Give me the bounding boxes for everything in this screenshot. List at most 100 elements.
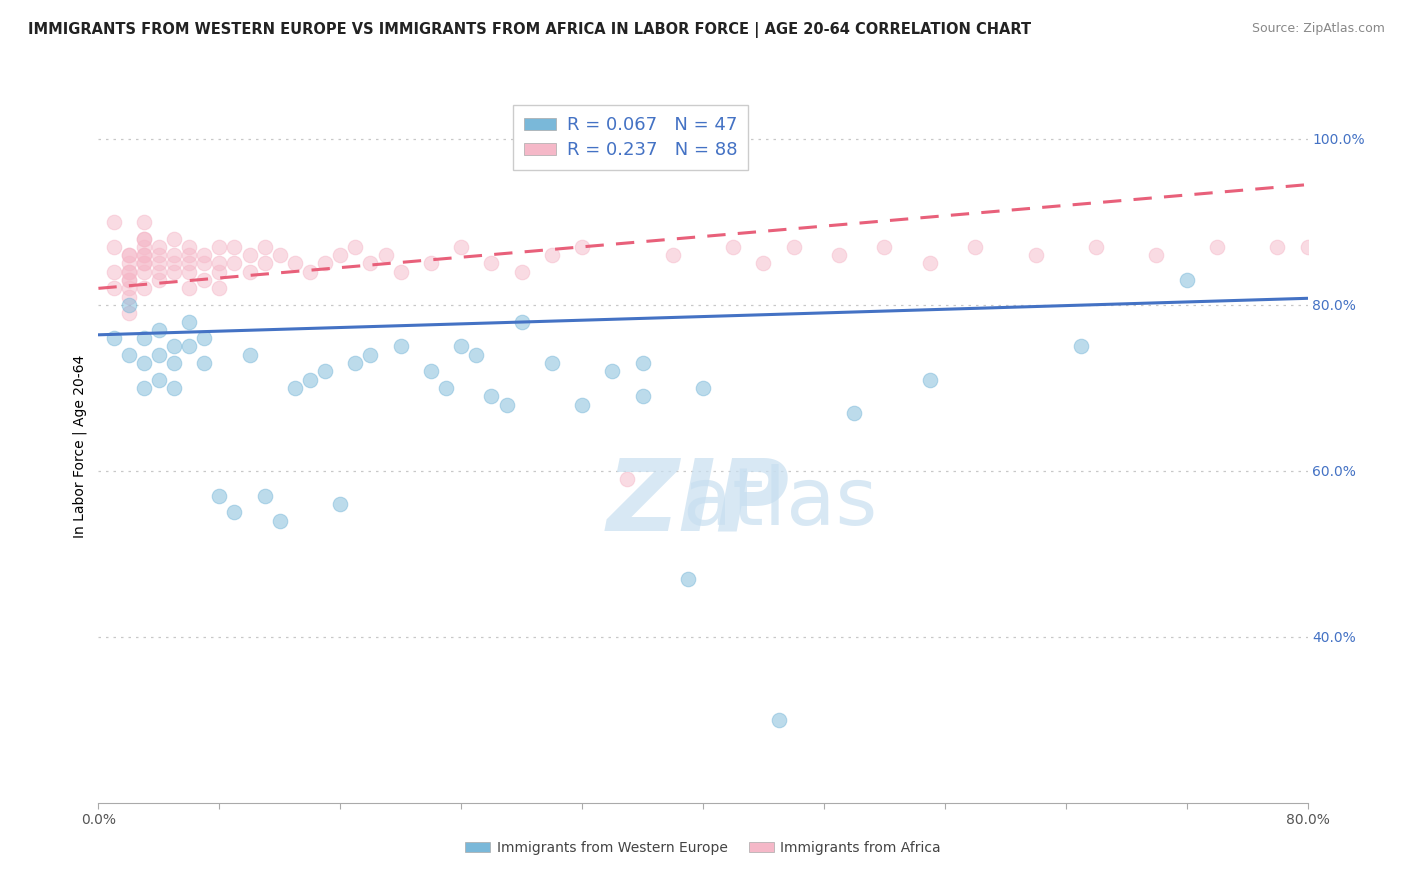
Point xyxy=(420,256,443,270)
Point xyxy=(420,364,443,378)
Point xyxy=(118,281,141,295)
Point xyxy=(481,389,503,403)
Point xyxy=(132,265,155,279)
Point xyxy=(495,397,517,411)
Text: atlas: atlas xyxy=(606,464,877,542)
Point xyxy=(163,231,186,245)
Point xyxy=(269,248,291,262)
Point xyxy=(132,381,155,395)
Point xyxy=(1296,240,1319,254)
Point xyxy=(918,373,941,387)
Point xyxy=(179,281,201,295)
Point xyxy=(193,256,215,270)
Point xyxy=(148,348,170,362)
Point xyxy=(132,248,155,262)
Point xyxy=(118,298,141,312)
Point xyxy=(208,256,231,270)
Point xyxy=(132,240,155,254)
Point xyxy=(103,331,125,345)
Point xyxy=(179,265,201,279)
Point xyxy=(450,240,472,254)
Point xyxy=(118,348,141,362)
Y-axis label: In Labor Force | Age 20-64: In Labor Force | Age 20-64 xyxy=(73,354,87,538)
Point xyxy=(132,256,155,270)
Point xyxy=(193,356,215,370)
Point xyxy=(965,240,987,254)
Point xyxy=(103,281,125,295)
Point xyxy=(163,265,186,279)
Point xyxy=(148,273,170,287)
Point xyxy=(284,381,307,395)
Point xyxy=(314,364,336,378)
Point xyxy=(450,339,472,353)
Point xyxy=(132,281,155,295)
Point xyxy=(299,265,322,279)
Point xyxy=(510,265,533,279)
Point xyxy=(1175,273,1198,287)
Point xyxy=(118,256,141,270)
Point xyxy=(540,248,562,262)
Point xyxy=(148,265,170,279)
Point xyxy=(360,256,382,270)
Point xyxy=(163,256,186,270)
Point xyxy=(163,356,186,370)
Point xyxy=(873,240,896,254)
Point xyxy=(1386,240,1406,254)
Point xyxy=(224,505,246,519)
Point xyxy=(374,248,396,262)
Point xyxy=(1267,240,1289,254)
Point xyxy=(692,381,714,395)
Point xyxy=(676,572,699,586)
Point xyxy=(299,373,322,387)
Point xyxy=(631,389,654,403)
Point xyxy=(132,256,155,270)
Point xyxy=(465,348,488,362)
Point xyxy=(224,240,246,254)
Point xyxy=(389,339,412,353)
Point xyxy=(1085,240,1108,254)
Point xyxy=(329,248,352,262)
Point xyxy=(253,240,276,254)
Point xyxy=(1024,248,1046,262)
Point xyxy=(481,256,503,270)
Point xyxy=(118,290,141,304)
Point xyxy=(193,248,215,262)
Point xyxy=(118,273,141,287)
Point xyxy=(103,215,125,229)
Point xyxy=(148,248,170,262)
Point xyxy=(163,339,186,353)
Point xyxy=(1327,240,1350,254)
Point xyxy=(148,323,170,337)
Point xyxy=(132,215,155,229)
Point xyxy=(163,248,186,262)
Point xyxy=(132,248,155,262)
Point xyxy=(540,356,562,370)
Point xyxy=(118,248,141,262)
Point xyxy=(253,489,276,503)
Point xyxy=(103,240,125,254)
Point xyxy=(768,713,790,727)
Point xyxy=(132,331,155,345)
Point xyxy=(661,248,683,262)
Point xyxy=(208,265,231,279)
Point xyxy=(239,348,262,362)
Point xyxy=(571,240,593,254)
Point xyxy=(179,256,201,270)
Point xyxy=(179,339,201,353)
Point xyxy=(1206,240,1229,254)
Point xyxy=(148,373,170,387)
Point xyxy=(224,256,246,270)
Point xyxy=(616,472,638,486)
Point xyxy=(828,248,851,262)
Point xyxy=(118,265,141,279)
Point xyxy=(631,356,654,370)
Point xyxy=(1070,339,1092,353)
Text: ZIP: ZIP xyxy=(606,455,789,551)
Point xyxy=(193,273,215,287)
Point xyxy=(118,248,141,262)
Point xyxy=(314,256,336,270)
Text: Source: ZipAtlas.com: Source: ZipAtlas.com xyxy=(1251,22,1385,36)
Point xyxy=(723,240,745,254)
Point xyxy=(253,256,276,270)
Point xyxy=(179,248,201,262)
